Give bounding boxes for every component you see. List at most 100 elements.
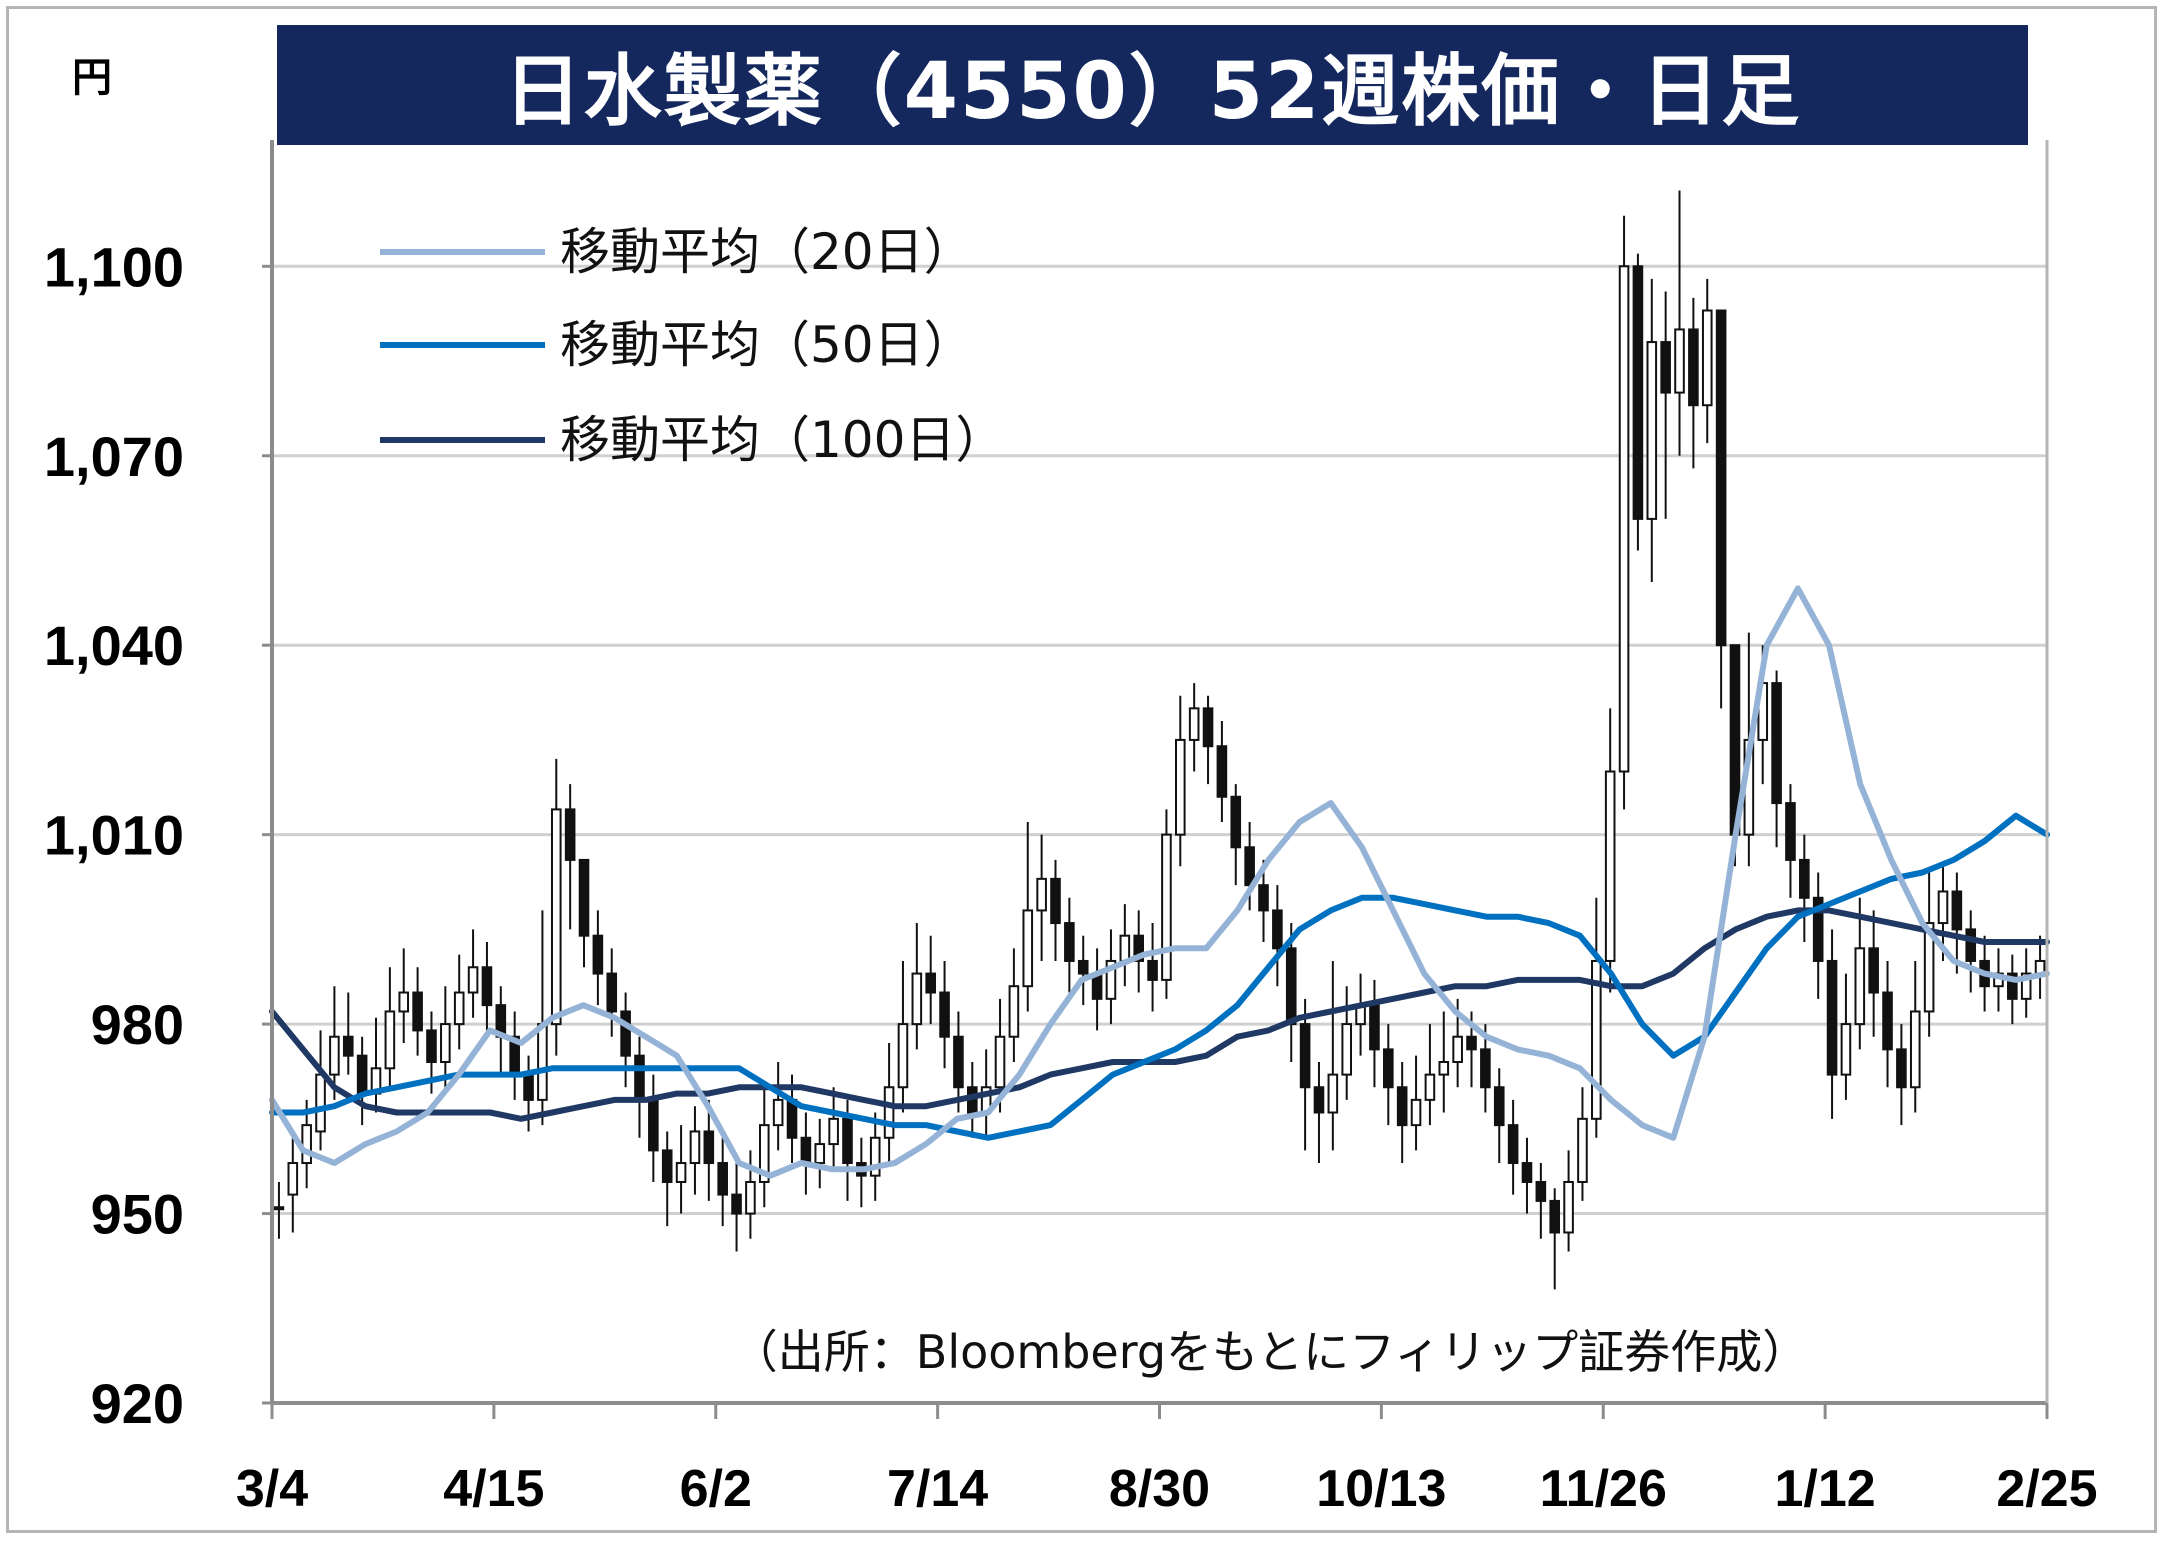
candle-body [1341, 1023, 1353, 1076]
candle-body [1563, 1180, 1574, 1234]
candle-body [703, 1130, 715, 1165]
candle-body [1549, 1199, 1561, 1234]
candle-body [1410, 1098, 1422, 1127]
candle-body [1147, 959, 1158, 981]
x-tick-label: 10/13 [1316, 1460, 1446, 1518]
x-tick-label: 1/12 [1775, 1460, 1876, 1518]
candle-body [1909, 1010, 1921, 1089]
y-tick-label: 1,040 [44, 614, 184, 677]
legend-label: 移動平均（50日） [560, 316, 974, 374]
candle-body [1604, 770, 1616, 962]
candle-body [384, 1010, 396, 1070]
candle-body [1937, 890, 1949, 925]
candle-body [1812, 896, 1824, 962]
legend-label: 移動平均（100日） [560, 411, 1005, 469]
candle-body [342, 1035, 354, 1057]
candle-body [1466, 1035, 1477, 1051]
y-axis-ticks: 920 950 980 1,010 1,040 1,070 1,100 [44, 235, 184, 1435]
x-tick-label: 7/14 [887, 1460, 988, 1518]
candle-body [661, 1149, 673, 1183]
candle-body [1660, 341, 1671, 394]
candle-body [939, 991, 950, 1038]
candle-body [648, 1098, 659, 1152]
candle-body [301, 1124, 312, 1165]
candle-body [1632, 265, 1644, 520]
candle-body [717, 1162, 728, 1196]
candle-body [426, 1029, 437, 1063]
candle-body [1105, 959, 1117, 1000]
candle-body [2020, 972, 2032, 1000]
chart-frame [6, 6, 2157, 1533]
candle-body [453, 991, 465, 1026]
candle-body [523, 1073, 534, 1101]
candle-body [1715, 309, 1727, 647]
candle-body [1951, 890, 1963, 931]
candle-body [273, 1206, 285, 1211]
candle-body [329, 1035, 340, 1076]
candle-body [592, 934, 604, 975]
candle-body [800, 1136, 812, 1165]
candle-body [1882, 991, 1893, 1051]
candle-body [1064, 922, 1075, 962]
y-tick-label: 1,010 [44, 804, 184, 867]
legend: 移動平均（20日） 移動平均（50日） 移動平均（100日） [380, 223, 1005, 469]
candle-body [1008, 985, 1020, 1038]
x-tick-label: 11/26 [1540, 1460, 1667, 1518]
y-tick-label: 920 [91, 1372, 184, 1435]
source-note: （出所：Bloombergをもとにフィリップ証券作成） [732, 1325, 1808, 1379]
ma-line-20 [269, 585, 2050, 1179]
candle-body [1077, 959, 1089, 975]
candlestick-series [273, 190, 2046, 1290]
y-tick-label: 950 [91, 1183, 184, 1246]
candle-body [1050, 877, 1061, 925]
candle-body [1244, 846, 1255, 887]
ma-line-50 [269, 812, 2050, 1141]
candle-body [1577, 1117, 1588, 1183]
candle-body [1438, 1060, 1450, 1076]
candle-body [758, 1124, 770, 1183]
candle-body [1272, 909, 1283, 950]
chart-title: 日水製薬（4550）52週株価・日足 [277, 25, 2028, 145]
candle-body [481, 966, 493, 1007]
x-tick-label: 6/2 [680, 1460, 752, 1518]
candle-body [897, 1023, 909, 1089]
candle-body [1521, 1162, 1533, 1183]
candle-body [1327, 1073, 1339, 1114]
candle-body [1202, 707, 1214, 748]
candle-body [689, 1130, 701, 1165]
candle-body [1424, 1073, 1436, 1101]
candle-body [2007, 972, 2018, 1000]
candle-body [869, 1136, 881, 1177]
legend-label: 移動平均（20日） [560, 223, 974, 281]
x-tick-label: 2/25 [1996, 1460, 2097, 1518]
candle-body [1854, 947, 1866, 1026]
candle-body [356, 1054, 368, 1095]
candle-body [1771, 682, 1782, 805]
candle-body [1618, 265, 1630, 773]
candle-body [1507, 1124, 1519, 1165]
candle-body [1161, 833, 1172, 981]
candle-body [578, 858, 590, 937]
ma-line-100 [269, 907, 2050, 1122]
y-tick-label: 980 [91, 993, 184, 1056]
candle-body [1785, 802, 1796, 861]
candle-body [1036, 877, 1047, 912]
candle-body [1674, 328, 1685, 394]
candle-body [1591, 959, 1602, 1120]
candle-body [1313, 1086, 1325, 1114]
candle-body [814, 1143, 826, 1165]
candle-body [1493, 1086, 1505, 1127]
candle-body [1535, 1180, 1547, 1202]
candle-body [412, 991, 423, 1032]
candle-body [1383, 1048, 1394, 1089]
candle-body [287, 1162, 299, 1196]
candle-body [1965, 928, 1977, 962]
x-axis-ticks: 3/4 4/15 6/2 7/14 8/30 10/13 11/26 1/12 2/25 [236, 1403, 2098, 1518]
x-tick-label: 3/4 [236, 1460, 308, 1518]
candle-body [1133, 934, 1144, 962]
y-tick-label: 1,070 [44, 425, 184, 488]
y-tick-label: 1,100 [44, 235, 184, 298]
y-axis-unit: 円 [72, 55, 112, 101]
candle-body [398, 991, 410, 1013]
